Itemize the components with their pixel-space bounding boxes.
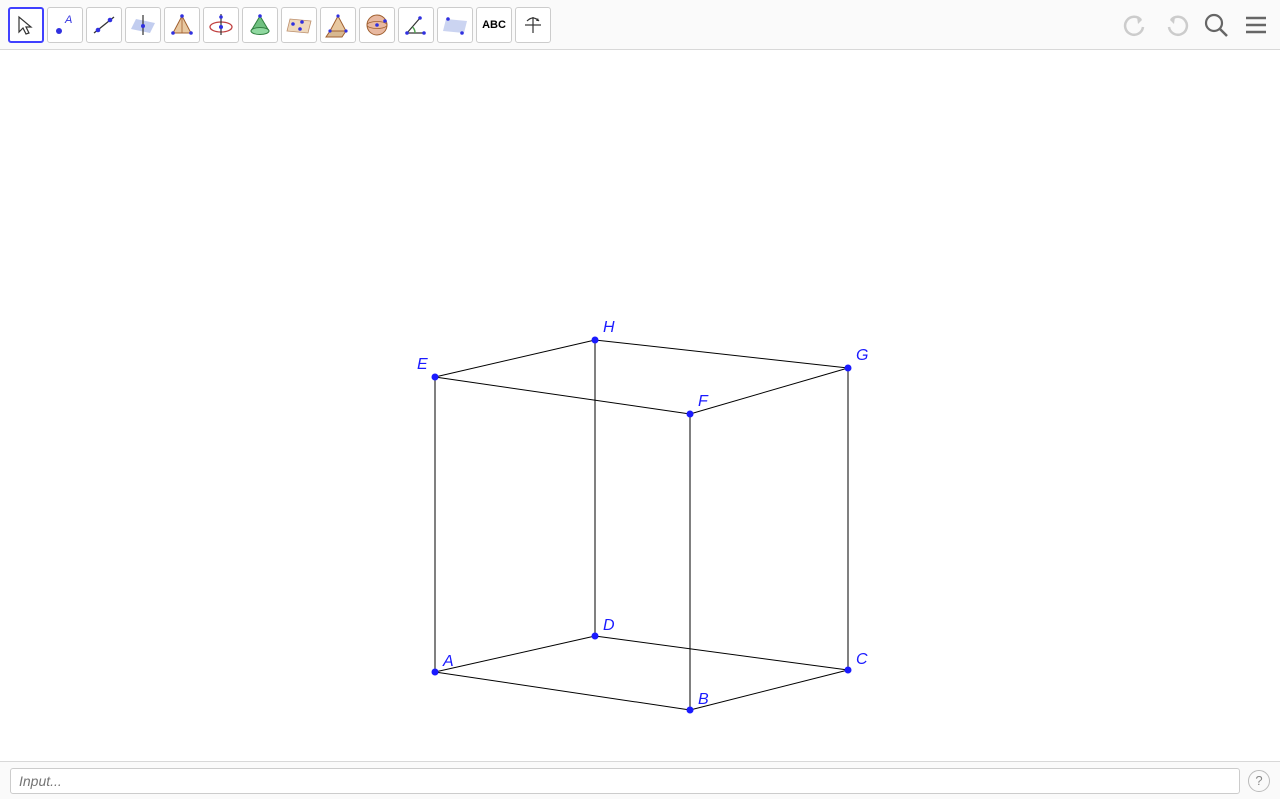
cube-edge[interactable] [435, 340, 595, 377]
vertex-label-h: H [603, 319, 615, 336]
vertex-label-e: E [417, 356, 428, 373]
vertex-label-d: D [603, 617, 615, 634]
cube-vertex-e[interactable] [432, 374, 439, 381]
sphere-icon [363, 11, 391, 39]
help-icon: ? [1255, 773, 1262, 788]
rotate-view-icon [519, 11, 547, 39]
graphics-view[interactable]: A B C D E F G H [0, 50, 1280, 761]
rotate-view-tool[interactable] [515, 7, 551, 43]
hamburger-icon [1243, 12, 1269, 38]
search-icon [1202, 11, 1230, 39]
cube-edge[interactable] [690, 368, 848, 414]
line-icon [90, 11, 118, 39]
search-button[interactable] [1200, 9, 1232, 41]
net-tool[interactable] [320, 7, 356, 43]
input-bar: ? [0, 761, 1280, 799]
redo-icon [1163, 12, 1189, 38]
cube-vertex-c[interactable] [845, 667, 852, 674]
cone-icon [246, 11, 274, 39]
text-tool-label: ABC [482, 19, 506, 31]
cube-edge[interactable] [435, 636, 595, 672]
reflect-tool[interactable] [437, 7, 473, 43]
sphere-tool[interactable] [359, 7, 395, 43]
circle-axis-icon [206, 11, 236, 39]
cube-edge[interactable] [690, 670, 848, 710]
pyramid-icon [168, 11, 196, 39]
text-tool[interactable]: ABC [476, 7, 512, 43]
cube-edge[interactable] [435, 672, 690, 710]
arrow-icon [15, 14, 37, 36]
right-controls [1120, 9, 1272, 41]
redo-button[interactable] [1160, 9, 1192, 41]
cube-edge[interactable] [595, 636, 848, 670]
vertex-label-b: B [698, 691, 709, 708]
pyramid-tool[interactable] [164, 7, 200, 43]
angle-tool[interactable] [398, 7, 434, 43]
help-button[interactable]: ? [1248, 770, 1270, 792]
line-tool[interactable] [86, 7, 122, 43]
cube-vertex-f[interactable] [687, 411, 694, 418]
cube-vertex-g[interactable] [845, 365, 852, 372]
cube-vertex-d[interactable] [592, 633, 599, 640]
cube-vertex-h[interactable] [592, 337, 599, 344]
cone-tool[interactable] [242, 7, 278, 43]
net-icon [324, 11, 352, 39]
algebra-input[interactable] [10, 768, 1240, 794]
menu-button[interactable] [1240, 9, 1272, 41]
plane-3pt-icon [284, 11, 314, 39]
plane-perp-icon [128, 11, 158, 39]
angle-icon [402, 11, 430, 39]
cube-vertex-a[interactable] [432, 669, 439, 676]
cube-edge[interactable] [435, 377, 690, 414]
svg-text:A: A [64, 14, 72, 26]
vertex-label-g: G [856, 347, 868, 364]
move-tool[interactable] [8, 7, 44, 43]
plane-tool[interactable] [125, 7, 161, 43]
undo-button[interactable] [1120, 9, 1152, 41]
cube-edge[interactable] [595, 340, 848, 368]
circle-axis-tool[interactable] [203, 7, 239, 43]
point-a-icon: A [51, 11, 79, 39]
vertex-label-f: F [698, 393, 709, 410]
cube-vertex-b[interactable] [687, 707, 694, 714]
reflect-icon [440, 11, 470, 39]
vertex-label-a: A [442, 653, 454, 670]
undo-icon [1123, 12, 1149, 38]
cube-drawing: A B C D E F G H [0, 50, 1280, 761]
point-tool[interactable]: A [47, 7, 83, 43]
vertex-label-c: C [856, 651, 868, 668]
tool-buttons: A [8, 7, 551, 43]
plane-3pt-tool[interactable] [281, 7, 317, 43]
main-toolbar: A [0, 0, 1280, 50]
